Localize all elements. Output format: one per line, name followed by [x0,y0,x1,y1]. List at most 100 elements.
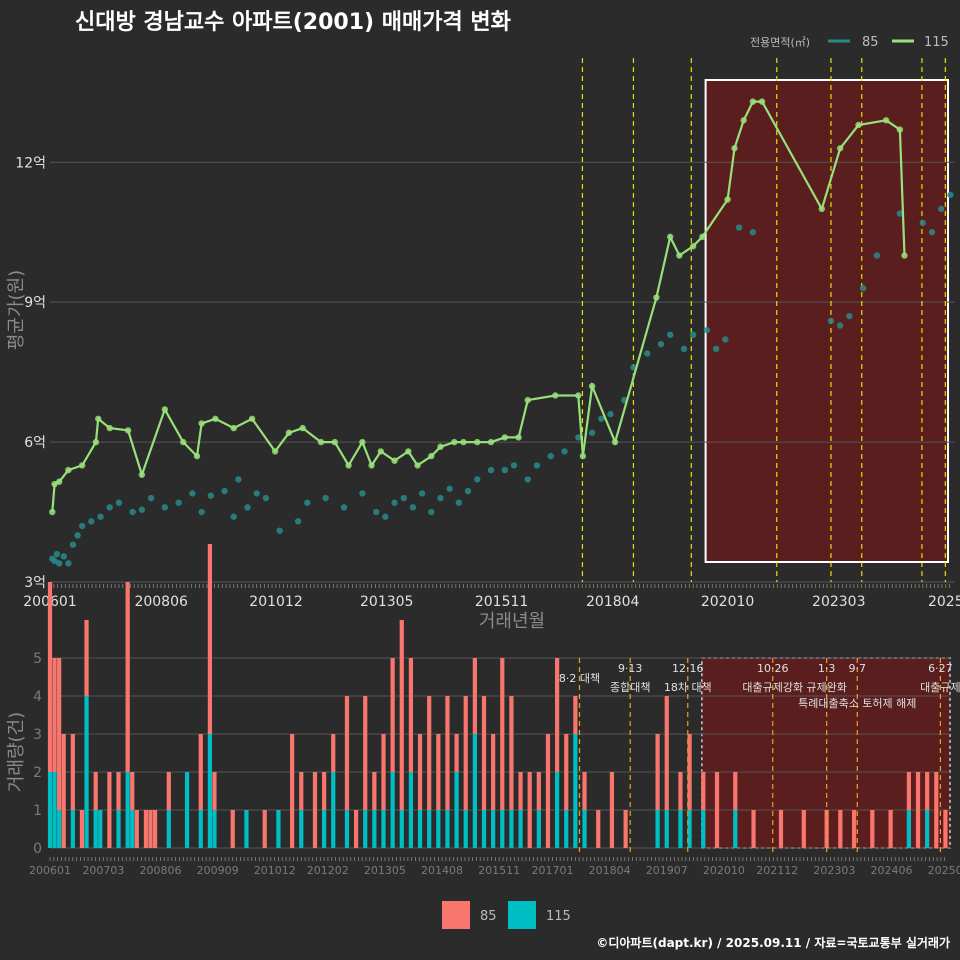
legend-swatch-115 [508,901,536,929]
bar-115 [84,696,89,848]
bar-115 [500,810,505,848]
bar-115 [481,810,487,848]
point-115 [896,126,904,133]
bar-115 [655,810,660,848]
point-115 [359,438,366,446]
point-115 [501,434,508,441]
point-85 [221,487,228,495]
bar-85 [116,772,121,810]
y-tick-label: 6억 [24,435,46,451]
point-85 [262,494,270,502]
bar-85 [838,810,843,848]
policy-name-label: 종합대책 [610,681,650,694]
bar-115 [70,810,75,848]
bar-85 [714,772,720,848]
bar-115 [344,810,350,848]
point-85 [446,485,453,492]
price-chart: 3억6억9억12억2006012008062010122013052015112… [15,58,960,610]
bottom-x-tick-label: 202112 [756,864,798,877]
point-85 [359,490,366,497]
bar-85 [61,734,66,848]
point-115 [740,117,747,124]
bar-115 [445,810,450,848]
bar-85 [417,734,423,810]
point-115 [193,452,201,460]
bar-85 [527,772,532,848]
bottom-y-tick-label: 5 [33,651,42,667]
bar-85 [344,696,350,810]
point-85 [712,345,720,353]
bar-85 [623,810,628,848]
point-115 [882,117,890,124]
point-85 [919,219,927,227]
point-115 [65,466,72,474]
bar-85 [322,772,327,810]
point-115 [699,233,706,241]
point-85 [928,229,936,236]
point-85 [703,326,711,334]
bar-85 [290,734,295,848]
point-85 [455,499,463,506]
bar-85 [390,658,395,772]
bar-85 [925,772,930,810]
point-85 [198,508,205,516]
point-85 [575,434,582,441]
bar-85 [518,772,523,810]
legend-swatch-85 [442,901,470,929]
bar-115 [116,810,121,848]
bottom-y-tick-label: 2 [33,765,42,781]
bar-115 [573,734,578,848]
point-115 [575,392,582,399]
point-85 [428,508,435,516]
policy-date-label: 9·7 [849,662,867,675]
point-85 [340,504,348,511]
bar-115 [509,810,514,848]
bar-115 [98,810,103,848]
point-85 [836,322,844,329]
bottom-x-tick-label: 201701 [532,864,574,877]
policy-date-label: 10·26 [757,662,789,675]
bottom-x-tick-label: 200703 [82,864,124,877]
bar-85 [93,772,98,810]
point-85 [846,312,853,320]
bar-85 [491,734,496,810]
point-85 [938,205,945,213]
bar-85 [801,810,806,848]
point-85 [827,317,835,325]
bar-85 [47,582,53,772]
bar-85 [79,810,85,848]
bottom-x-tick-label: 201907 [646,864,688,877]
bar-115 [198,810,203,848]
bar-85 [52,658,57,772]
bottom-y-tick-label: 1 [33,803,42,819]
policy-name-label: 대출규제 [920,681,960,694]
bar-85 [555,658,560,772]
point-85 [689,331,697,339]
point-85 [161,504,169,511]
point-85 [859,284,867,292]
point-85 [510,462,518,469]
bottom-y-tick-label: 3 [33,727,42,743]
point-85 [588,429,596,436]
bar-85 [472,658,477,734]
point-115 [901,252,908,259]
bar-85 [134,810,139,848]
point-115 [676,252,683,259]
point-115 [758,98,766,105]
bar-85 [107,772,112,848]
x-tick-label: 201511 [475,594,528,610]
point-115 [724,196,731,203]
point-85 [464,487,472,495]
bar-85 [408,658,414,772]
bottom-x-tick-label: 201305 [364,864,406,877]
bar-115 [555,772,560,848]
point-115 [317,438,325,446]
x-tick-label: 202303 [812,594,865,610]
bar-85 [262,810,267,848]
bar-85 [84,620,89,696]
bar-85 [230,810,235,848]
bar-85 [609,772,615,848]
bar-115 [322,810,327,848]
bar-85 [57,658,62,810]
bar-115 [125,772,130,848]
